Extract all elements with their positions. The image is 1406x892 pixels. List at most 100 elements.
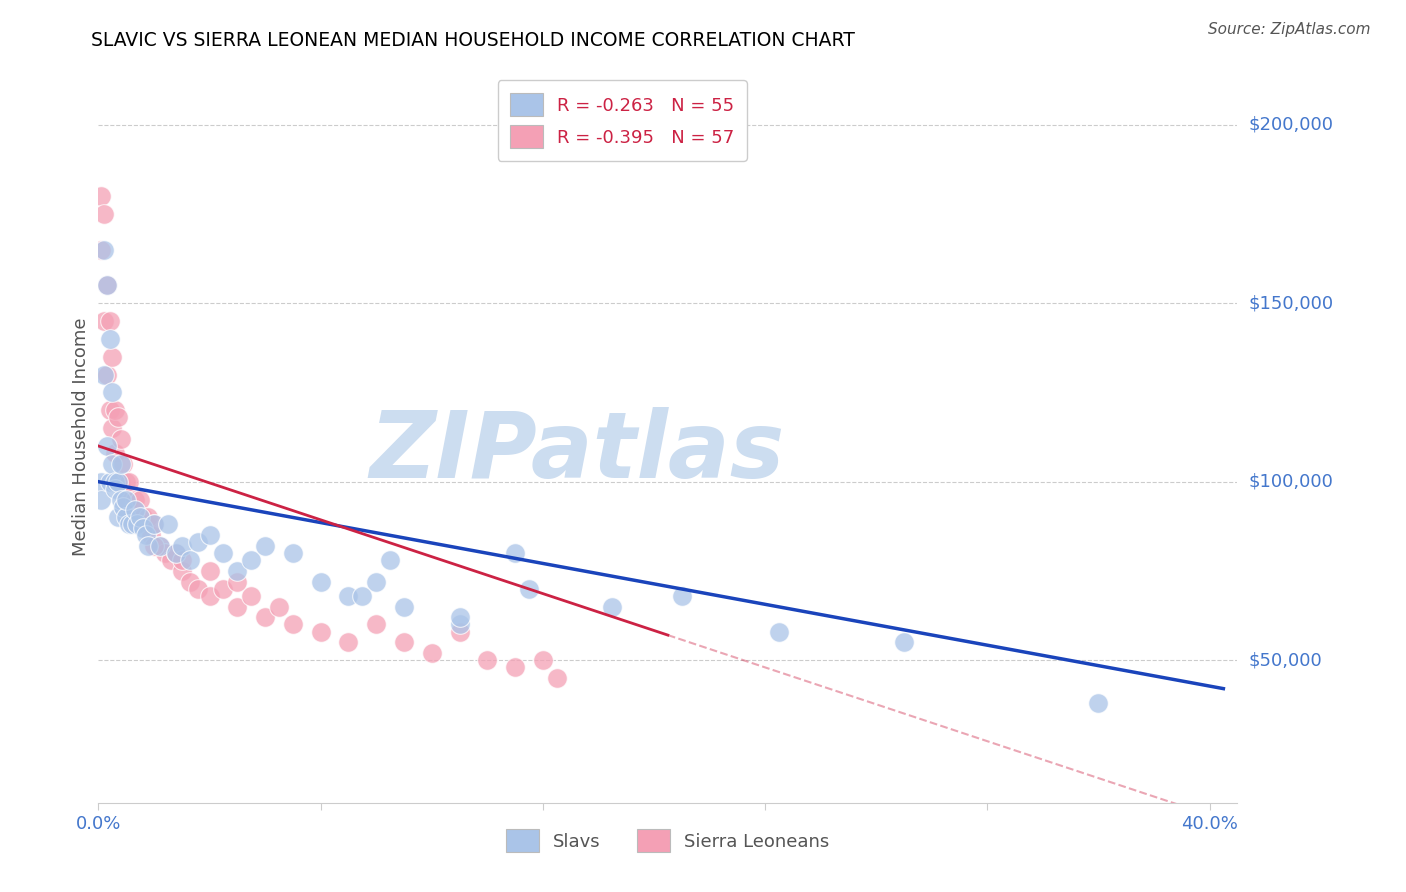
Point [107,410,129,425]
Point [254,610,277,624]
Point [503,546,526,560]
Point [115,492,138,507]
Point [115,510,138,524]
Text: $50,000: $50,000 [1249,651,1322,669]
Point [96,439,118,453]
Point [170,564,193,578]
Point [170,553,193,567]
Point [121,517,143,532]
Point [546,671,568,685]
Point [165,546,187,560]
Point [226,564,249,578]
Point [198,528,221,542]
Point [93,314,115,328]
Point [240,553,263,567]
Point [378,553,401,567]
Point [449,624,471,639]
Point [477,653,499,667]
Point [226,574,249,589]
Point [96,368,118,382]
Point [141,528,163,542]
Point [212,582,235,596]
Point [1087,696,1109,710]
Point [198,589,221,603]
Point [159,553,181,567]
Point [156,517,179,532]
Legend: Slavs, Sierra Leoneans: Slavs, Sierra Leoneans [499,822,837,860]
Point [101,421,124,435]
Point [337,635,360,649]
Point [98,403,121,417]
Point [93,207,115,221]
Text: $150,000: $150,000 [1249,294,1333,312]
Text: $100,000: $100,000 [1249,473,1333,491]
Point [98,332,121,346]
Point [212,546,235,560]
Point [115,475,138,489]
Point [179,553,201,567]
Point [240,589,263,603]
Point [110,492,132,507]
Point [90,475,112,489]
Point [768,624,790,639]
Point [352,589,374,603]
Point [226,599,249,614]
Point [96,278,118,293]
Point [143,517,166,532]
Point [138,539,160,553]
Point [93,368,115,382]
Point [531,653,554,667]
Point [115,492,138,507]
Point [337,589,360,603]
Point [90,243,112,257]
Point [107,475,129,489]
Point [104,475,127,489]
Point [98,314,121,328]
Point [112,500,135,514]
Point [309,574,332,589]
Point [281,546,304,560]
Point [503,660,526,674]
Point [153,546,176,560]
Point [893,635,915,649]
Point [187,535,209,549]
Text: ZIPatlas: ZIPatlas [370,407,785,497]
Point [98,475,121,489]
Point [600,599,623,614]
Point [179,574,201,589]
Point [104,482,127,496]
Point [110,475,132,489]
Point [138,510,160,524]
Point [254,539,277,553]
Point [148,539,170,553]
Point [187,582,209,596]
Point [449,617,471,632]
Point [366,617,388,632]
Point [143,539,166,553]
Point [420,646,443,660]
Point [118,517,141,532]
Point [517,582,540,596]
Point [148,539,170,553]
Point [135,517,157,532]
Point [127,510,149,524]
Point [281,617,304,632]
Point [110,432,132,446]
Point [112,457,135,471]
Point [267,599,290,614]
Text: SLAVIC VS SIERRA LEONEAN MEDIAN HOUSEHOLD INCOME CORRELATION CHART: SLAVIC VS SIERRA LEONEAN MEDIAN HOUSEHOL… [91,31,855,50]
Point [132,510,155,524]
Point [93,243,115,257]
Point [90,492,112,507]
Point [96,278,118,293]
Point [309,624,332,639]
Text: $200,000: $200,000 [1249,116,1333,134]
Point [101,457,124,471]
Point [392,635,415,649]
Y-axis label: Median Household Income: Median Household Income [72,318,90,557]
Point [101,350,124,364]
Point [129,492,152,507]
Text: Source: ZipAtlas.com: Source: ZipAtlas.com [1208,22,1371,37]
Point [170,539,193,553]
Point [449,610,471,624]
